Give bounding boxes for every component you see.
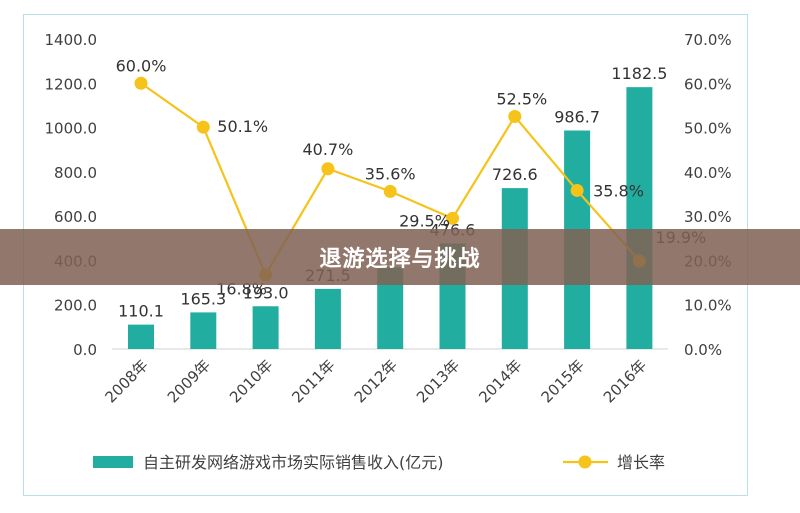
growth-point [196,120,210,134]
legend-bar-label: 自主研发网络游戏市场实际销售收入(亿元) [143,453,444,472]
bar-value-label: 1182.5 [611,64,667,83]
growth-point [508,110,522,123]
y-right-tick-label: 60.0% [684,75,732,93]
x-tick-label: 2009年 [164,356,214,406]
y-right-tick-label: 30.0% [684,208,732,226]
growth-point [383,184,397,198]
growth-point [321,162,335,176]
x-tick-label: 2015年 [538,356,588,406]
growth-point [446,211,459,225]
growth-value-label: 35.8% [593,181,644,200]
x-tick-label: 2013年 [413,356,463,406]
growth-value-label: 29.5% [399,211,450,230]
bar [252,306,279,349]
bar [128,324,154,349]
x-tick-label: 2008年 [101,356,151,406]
bar-value-label: 986.7 [554,108,600,127]
bar [626,87,653,350]
growth-value-label: 60.0% [116,56,167,75]
banner-title: 退游选择与挑战 [319,247,481,272]
y-right-tick-label: 70.0% [684,31,732,49]
x-tick-label: 2016年 [600,356,650,406]
bar-value-label: 726.6 [492,165,538,184]
legend-line-marker [578,455,592,469]
y-left-tick-label: 1200.0 [45,75,98,93]
x-tick-label: 2014年 [475,356,525,406]
y-left-tick-label: 800.0 [54,164,97,182]
x-tick-label: 2010年 [226,356,276,406]
growth-point [134,76,148,90]
y-left-tick-label: 200.0 [54,297,97,315]
x-tick-label: 2011年 [288,356,338,406]
growth-value-label: 35.6% [365,164,416,183]
y-right-tick-label: 0.0% [684,341,722,359]
growth-value-label: 40.7% [302,140,353,159]
x-tick-label: 2012年 [351,356,401,406]
growth-value-label: 50.1% [217,117,268,136]
growth-value-label: 52.5% [496,90,547,109]
bar-value-label: 110.1 [118,302,164,321]
y-right-tick-label: 50.0% [684,120,732,138]
growth-point [570,183,584,197]
legend-line-label: 增长率 [617,453,665,472]
y-right-tick-label: 10.0% [684,297,732,315]
y-left-tick-label: 600.0 [54,208,97,226]
y-right-tick-label: 40.0% [684,164,732,182]
y-left-tick-label: 1400.0 [45,31,98,49]
y-left-tick-label: 0.0 [73,341,97,359]
bar [190,312,217,349]
bar-value-label: 165.3 [180,289,226,308]
bar-value-label: 193.0 [243,283,289,302]
y-left-tick-label: 1000.0 [45,120,98,138]
legend-bar-swatch [93,456,133,468]
bar [314,288,341,349]
title-banner: 退游选择与挑战 [0,229,800,285]
